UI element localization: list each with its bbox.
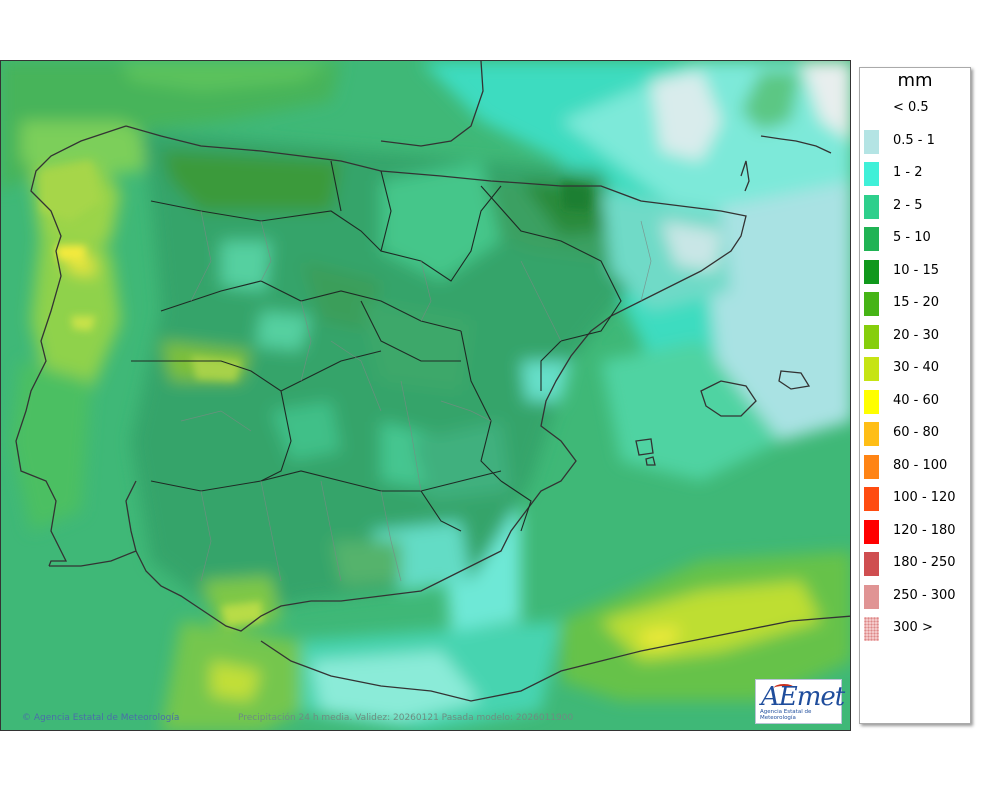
legend-item: 2 - 5 — [864, 194, 968, 220]
legend-item: < 0.5 — [864, 96, 968, 122]
legend-swatch — [864, 292, 879, 316]
legend-swatch — [864, 357, 879, 381]
legend-label: 2 - 5 — [893, 197, 923, 213]
legend-swatch — [864, 162, 879, 186]
legend-label: 120 - 180 — [893, 522, 956, 538]
legend-item: 80 - 100 — [864, 454, 968, 480]
precipitation-legend: mm < 0.5 0.5 - 1 1 - 2 2 - 5 5 - 10 10 - 15 15… — [859, 67, 971, 724]
legend-swatch — [864, 129, 879, 154]
mallorca-outline — [700, 380, 757, 417]
legend-swatch — [864, 227, 879, 251]
legend-swatch — [864, 389, 879, 414]
legend-item: 0.5 - 1 — [864, 129, 968, 155]
legend-item: 5 - 10 — [864, 226, 968, 252]
legend-item: 250 - 300 — [864, 584, 968, 610]
legend-item: 40 - 60 — [864, 389, 968, 415]
legend-label: 30 - 40 — [893, 360, 940, 375]
legend-label: 300 > — [893, 620, 933, 635]
legend-label: 1 - 2 — [893, 165, 923, 180]
map-canvas — [1, 61, 850, 730]
legend-label: 40 - 60 — [893, 392, 940, 408]
legend-swatch — [864, 97, 879, 121]
legend-label: 20 - 30 — [893, 327, 940, 343]
region-borders — [131, 160, 622, 532]
legend-item: 60 - 80 — [864, 421, 968, 447]
logo-swoosh — [774, 684, 794, 692]
coastlines — [15, 61, 850, 702]
legend-item: 20 - 30 — [864, 324, 968, 350]
legend-swatch — [864, 454, 879, 479]
legend-label: 60 - 80 — [893, 425, 940, 440]
legend-swatch — [864, 259, 879, 284]
legend-swatch — [864, 324, 879, 349]
logo-brand: AEmet — [761, 682, 845, 712]
menorca-outline — [778, 370, 811, 390]
agency-copyright: © Agencia Estatal de Meteorología — [22, 713, 180, 723]
legend-item: 100 - 120 — [864, 486, 968, 512]
precipitation-detail — [41, 161, 591, 626]
legend-item: 300 > — [864, 616, 968, 642]
legend-swatch — [864, 487, 879, 511]
logo-subtitle: Agencia Estatal de Meteorología — [760, 709, 812, 721]
legend-item: 1 - 2 — [864, 161, 968, 187]
legend-label: 15 - 20 — [893, 295, 940, 310]
map-caption: Precipitación 24 h media. Validez: 20260… — [238, 713, 574, 723]
legend-swatch — [864, 519, 879, 544]
legend-label: 5 - 10 — [893, 230, 931, 245]
precipitation-map[interactable] — [0, 60, 851, 731]
legend-label: 0.5 - 1 — [893, 132, 935, 148]
legend-swatch — [864, 552, 879, 576]
legend-item: 10 - 15 — [864, 259, 968, 285]
aemet-logo: AEmet Agencia Estatal de Meteorología — [755, 679, 845, 724]
province-borders — [180, 210, 652, 582]
legend-item: 30 - 40 — [864, 356, 968, 382]
precipitation-field — [1, 61, 850, 730]
legend-label: 250 - 300 — [893, 587, 956, 603]
legend-label: 100 - 120 — [893, 490, 956, 505]
legend-item: 120 - 180 — [864, 519, 968, 545]
legend-swatch — [864, 422, 879, 446]
legend-item: 15 - 20 — [864, 291, 968, 317]
legend-title: mm — [897, 70, 933, 91]
legend-label: 10 - 15 — [893, 262, 940, 278]
legend-label: 180 - 250 — [893, 555, 956, 570]
legend-item: 180 - 250 — [864, 551, 968, 577]
legend-swatch — [864, 617, 879, 641]
ibiza-outline — [635, 438, 654, 456]
legend-label: 80 - 100 — [893, 457, 948, 473]
legend-swatch — [864, 584, 879, 609]
legend-swatch — [864, 194, 879, 219]
legend-label: < 0.5 — [893, 100, 929, 115]
